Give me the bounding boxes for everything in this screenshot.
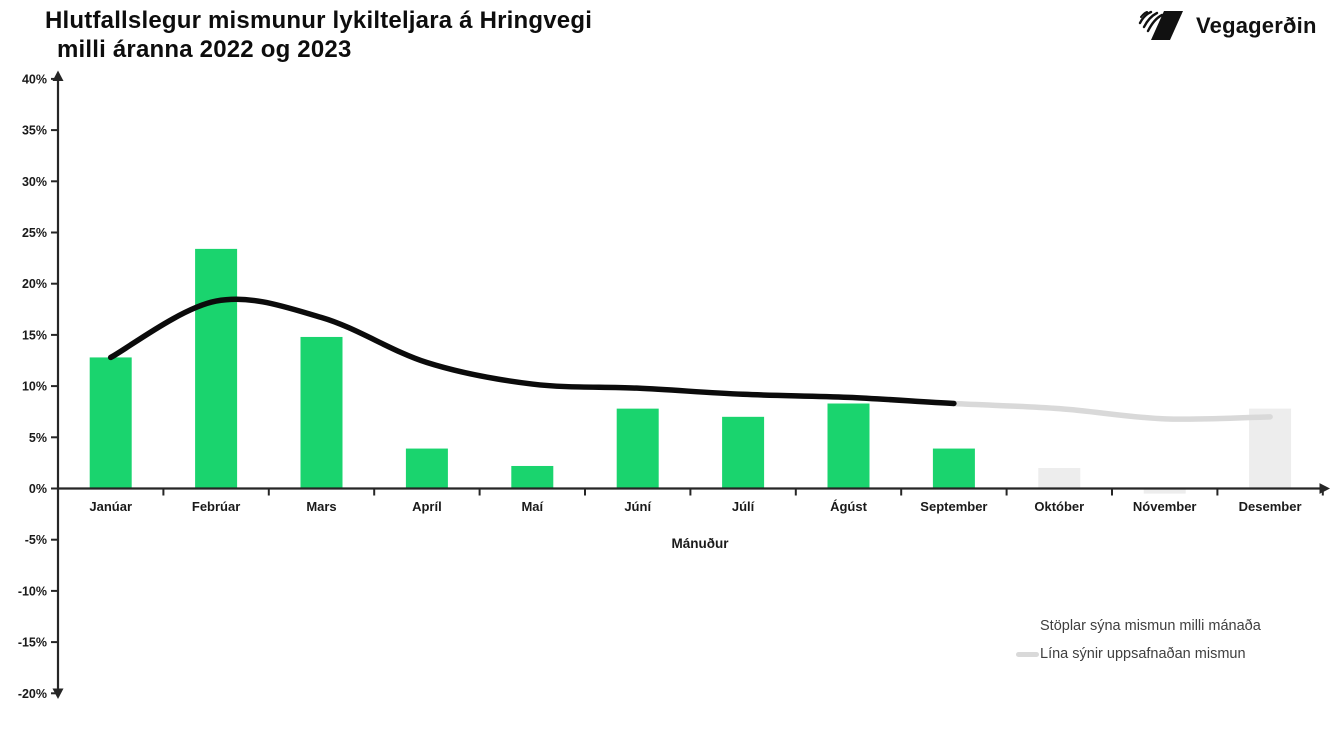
- legend-bars-label: Stöplar sýna mismun milli mánaða: [1040, 618, 1261, 634]
- x-category-label: Nóvember: [1133, 499, 1197, 514]
- y-tick-label: -15%: [18, 636, 47, 650]
- page-title: Hlutfallslegur mismunur lykilteljara á H…: [45, 6, 592, 64]
- legend-line-label: Lína sýnir uppsafnaðan mismun: [1040, 646, 1246, 662]
- y-tick-label: 30%: [22, 175, 47, 189]
- bars: [89, 248, 1292, 494]
- bar-október: [1038, 468, 1081, 489]
- bar-maí: [511, 465, 554, 489]
- x-category-label: Maí: [521, 499, 543, 514]
- vegagerdin-logo-icon: [1138, 10, 1183, 40]
- y-tick-label: 20%: [22, 277, 47, 291]
- y-axis-arrow-down: [52, 688, 64, 699]
- cumulative-line-actual: [107, 296, 957, 407]
- y-tick-label: 10%: [22, 380, 47, 394]
- x-category-label: Desember: [1239, 499, 1302, 514]
- vegagerdin-logo-text: Vegagerðin: [1196, 13, 1317, 38]
- x-category-label: Ágúst: [830, 499, 868, 514]
- bar-apríl: [405, 448, 448, 489]
- bar-mars: [300, 336, 343, 489]
- y-tick-label: 0%: [29, 482, 47, 496]
- y-tick-label: 5%: [29, 431, 47, 445]
- y-tick-label: -20%: [18, 687, 47, 701]
- x-category-label: Júlí: [732, 499, 755, 514]
- legend-row-bars: Stöplar sýna mismun milli mánaða: [1016, 612, 1261, 640]
- bar-september: [932, 448, 975, 489]
- x-axis-title: Mánuður: [672, 536, 730, 551]
- bar-ágúst: [827, 403, 870, 489]
- page-title-line1: Hlutfallslegur mismunur lykilteljara á H…: [45, 7, 593, 34]
- line-legend-swatch: [1016, 651, 1039, 657]
- x-category-label: September: [920, 499, 987, 514]
- y-tick-label: 40%: [22, 72, 47, 86]
- bar-febrúar: [195, 248, 238, 489]
- chart-legend: Stöplar sýna mismun milli mánaða Lína sý…: [1016, 612, 1261, 668]
- x-category-label: Febrúar: [192, 499, 240, 514]
- x-category-label: Október: [1034, 499, 1084, 514]
- vegagerdin-logo: Vegagerðin: [1138, 10, 1317, 42]
- x-category-label: Apríl: [412, 499, 442, 514]
- bar-janúar: [89, 357, 132, 489]
- y-axis-arrow-up: [52, 70, 64, 81]
- cumulative-line-projected: [951, 400, 1273, 422]
- x-axis-arrow: [1319, 483, 1330, 494]
- bar-nóvember: [1143, 488, 1186, 494]
- legend-row-line: Lína sýnir uppsafnaðan mismun: [1016, 640, 1261, 668]
- x-category-label: Mars: [306, 499, 336, 514]
- bar-júní: [616, 408, 659, 489]
- page-title-line2: milli áranna 2022 og 2023: [57, 36, 352, 63]
- bar-desember: [1249, 408, 1292, 489]
- y-tick-label: -5%: [25, 533, 47, 547]
- y-tick-label: -10%: [18, 584, 47, 598]
- x-category-label: Júní: [624, 499, 651, 514]
- y-tick-label: 15%: [22, 328, 47, 342]
- bar-júlí: [722, 416, 765, 489]
- y-tick-label: 35%: [22, 124, 47, 138]
- y-tick-label: 25%: [22, 226, 47, 240]
- x-category-label: Janúar: [89, 499, 132, 514]
- axes: -20% -15% -10% -5% 0% 5% 10% 15% 20% 25% 30% 35% 40%…: [18, 70, 1330, 701]
